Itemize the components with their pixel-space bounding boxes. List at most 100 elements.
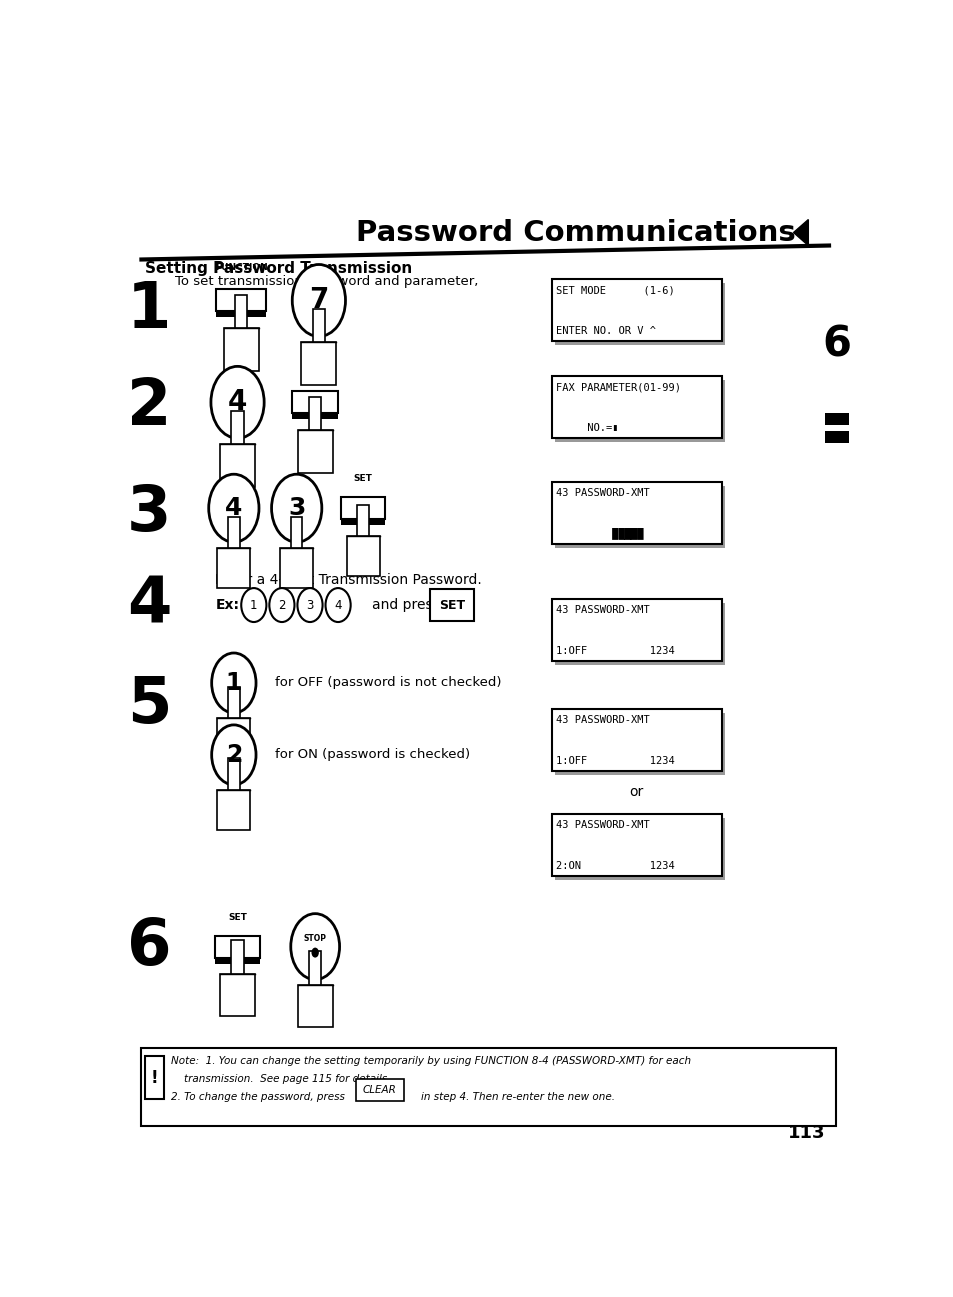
FancyBboxPatch shape: [309, 397, 321, 431]
FancyBboxPatch shape: [232, 940, 243, 974]
Text: Note:  1. You can change the setting temporarily by using FUNCTION 8-4 (PASSWORD: Note: 1. You can change the setting temp…: [171, 1057, 690, 1066]
Circle shape: [212, 725, 255, 785]
Circle shape: [325, 588, 351, 623]
FancyBboxPatch shape: [551, 376, 721, 438]
FancyBboxPatch shape: [554, 713, 724, 774]
FancyBboxPatch shape: [554, 380, 724, 442]
FancyBboxPatch shape: [292, 392, 337, 414]
Text: 2. To change the password, press: 2. To change the password, press: [171, 1092, 345, 1102]
Text: 4: 4: [127, 575, 171, 636]
Circle shape: [269, 588, 294, 623]
FancyBboxPatch shape: [217, 549, 250, 589]
Text: 7: 7: [309, 287, 328, 314]
FancyBboxPatch shape: [145, 1056, 164, 1099]
FancyBboxPatch shape: [554, 486, 724, 549]
Text: STOP: STOP: [303, 934, 326, 943]
Text: 2: 2: [278, 598, 285, 612]
FancyBboxPatch shape: [216, 289, 266, 311]
FancyBboxPatch shape: [217, 790, 250, 830]
FancyBboxPatch shape: [824, 414, 848, 425]
FancyBboxPatch shape: [341, 519, 385, 525]
Text: 5: 5: [127, 674, 171, 735]
FancyBboxPatch shape: [214, 957, 260, 964]
Text: 113: 113: [787, 1124, 824, 1143]
Text: ENTER NO. OR V ^: ENTER NO. OR V ^: [556, 327, 656, 336]
Text: 1:OFF          1234: 1:OFF 1234: [556, 646, 675, 656]
Text: Ex:: Ex:: [215, 598, 239, 612]
FancyBboxPatch shape: [217, 719, 250, 759]
Text: in step 4. Then re-enter the new one.: in step 4. Then re-enter the new one.: [407, 1092, 614, 1102]
Circle shape: [292, 265, 345, 336]
Circle shape: [241, 588, 266, 623]
FancyBboxPatch shape: [355, 1079, 403, 1101]
FancyBboxPatch shape: [301, 342, 336, 385]
Circle shape: [311, 948, 318, 957]
Text: 1:OFF          1234: 1:OFF 1234: [556, 756, 675, 765]
FancyBboxPatch shape: [292, 414, 337, 419]
Text: SET: SET: [354, 475, 373, 484]
FancyBboxPatch shape: [297, 984, 333, 1027]
Text: 3: 3: [288, 497, 305, 520]
Circle shape: [291, 913, 339, 979]
Text: SET: SET: [228, 913, 247, 922]
FancyBboxPatch shape: [232, 411, 243, 445]
Text: 43 PASSWORD-XMT: 43 PASSWORD-XMT: [556, 604, 649, 615]
FancyBboxPatch shape: [234, 296, 247, 328]
Text: Setting Password Transmission: Setting Password Transmission: [145, 261, 412, 275]
FancyBboxPatch shape: [223, 328, 258, 371]
Text: transmission.  See page 115 for details.: transmission. See page 115 for details.: [184, 1074, 391, 1084]
FancyBboxPatch shape: [551, 599, 721, 661]
FancyBboxPatch shape: [309, 951, 321, 984]
Circle shape: [212, 652, 255, 713]
Text: CLEAR: CLEAR: [362, 1086, 396, 1096]
FancyBboxPatch shape: [220, 974, 254, 1017]
Text: 43 PASSWORD-XMT: 43 PASSWORD-XMT: [556, 820, 649, 830]
Text: and press: and press: [372, 598, 439, 612]
Text: 6: 6: [821, 323, 850, 366]
Text: █████: █████: [556, 528, 643, 540]
FancyBboxPatch shape: [554, 284, 724, 345]
Text: 2: 2: [127, 376, 171, 438]
FancyBboxPatch shape: [554, 818, 724, 879]
FancyBboxPatch shape: [297, 431, 333, 473]
FancyBboxPatch shape: [214, 935, 260, 957]
Text: Enter a 4-digit Transmission Password.: Enter a 4-digit Transmission Password.: [215, 573, 481, 588]
FancyBboxPatch shape: [429, 589, 474, 621]
Text: FUNCTION: FUNCTION: [214, 263, 268, 272]
FancyBboxPatch shape: [551, 813, 721, 875]
FancyBboxPatch shape: [824, 432, 848, 444]
Polygon shape: [793, 219, 807, 245]
Text: To set transmission password and parameter,: To set transmission password and paramet…: [174, 275, 477, 288]
Text: 2: 2: [226, 743, 242, 767]
Text: 43 PASSWORD-XMT: 43 PASSWORD-XMT: [556, 715, 649, 725]
Circle shape: [211, 366, 264, 438]
FancyBboxPatch shape: [228, 516, 239, 549]
Text: 4: 4: [225, 497, 242, 520]
Text: or: or: [629, 785, 643, 799]
FancyBboxPatch shape: [551, 482, 721, 545]
FancyBboxPatch shape: [280, 549, 313, 589]
Circle shape: [297, 588, 322, 623]
Circle shape: [272, 475, 321, 542]
FancyBboxPatch shape: [346, 536, 379, 576]
FancyBboxPatch shape: [341, 497, 385, 519]
FancyBboxPatch shape: [141, 1048, 836, 1126]
Text: 4: 4: [228, 388, 247, 416]
FancyBboxPatch shape: [216, 311, 266, 318]
Circle shape: [209, 475, 258, 542]
FancyBboxPatch shape: [220, 445, 254, 488]
Text: 6: 6: [127, 916, 171, 978]
Text: 1: 1: [226, 671, 242, 695]
Text: 4: 4: [334, 598, 341, 612]
Text: NO.=▮: NO.=▮: [556, 423, 618, 433]
Text: FAX PARAMETER(01-99): FAX PARAMETER(01-99): [556, 383, 680, 393]
Text: 1: 1: [127, 279, 171, 341]
Text: !: !: [151, 1069, 158, 1087]
Text: Password Communications: Password Communications: [355, 218, 795, 246]
Text: 3: 3: [127, 482, 171, 545]
Text: 43 PASSWORD-XMT: 43 PASSWORD-XMT: [556, 488, 649, 498]
Text: SET MODE      (1-6): SET MODE (1-6): [556, 285, 675, 296]
Text: SET: SET: [438, 598, 464, 612]
FancyBboxPatch shape: [228, 686, 239, 719]
FancyBboxPatch shape: [291, 516, 302, 549]
